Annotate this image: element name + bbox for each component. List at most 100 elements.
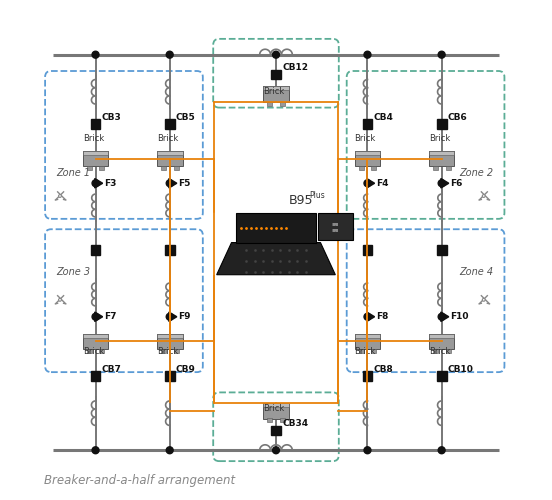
Bar [354, 334, 380, 338]
Text: Brick: Brick [354, 134, 376, 142]
Bar [263, 86, 289, 102]
Circle shape [438, 447, 445, 454]
Text: Brick: Brick [429, 134, 450, 142]
Text: F9: F9 [179, 312, 191, 322]
Bar [363, 119, 373, 129]
Circle shape [59, 194, 61, 198]
Bar [371, 349, 376, 353]
Bar [263, 403, 289, 418]
Bar [445, 166, 450, 170]
Bar [271, 426, 281, 436]
Bar [354, 334, 380, 349]
Bar [359, 349, 364, 353]
Bar [157, 334, 183, 338]
Bar [83, 334, 108, 349]
Bar [429, 150, 454, 154]
Text: Breaker-and-a-half arrangement: Breaker-and-a-half arrangement [44, 474, 235, 488]
Bar [83, 150, 108, 154]
Text: B95: B95 [289, 194, 313, 207]
Bar [164, 245, 174, 255]
Bar [83, 150, 108, 166]
Circle shape [166, 447, 173, 454]
Bar [174, 349, 179, 353]
Circle shape [166, 120, 173, 128]
Bar [429, 334, 454, 349]
Text: F3: F3 [104, 179, 117, 188]
Text: F5: F5 [179, 179, 191, 188]
Bar [433, 166, 438, 170]
Circle shape [364, 51, 371, 58]
Bar [91, 371, 100, 381]
Circle shape [364, 447, 371, 454]
Circle shape [166, 246, 173, 254]
Bar [161, 166, 166, 170]
Circle shape [92, 447, 99, 454]
Text: Brick: Brick [263, 404, 284, 412]
Circle shape [438, 246, 445, 254]
Circle shape [438, 51, 445, 58]
Bar [445, 349, 450, 353]
Polygon shape [217, 242, 335, 274]
Bar [437, 245, 447, 255]
Circle shape [166, 372, 173, 380]
Text: Brick: Brick [263, 88, 284, 96]
Text: Brick: Brick [157, 348, 178, 356]
Circle shape [166, 180, 173, 186]
Bar [280, 102, 285, 105]
Bar [161, 349, 166, 353]
Bar [87, 349, 92, 353]
Text: CB8: CB8 [373, 365, 393, 374]
Text: CB9: CB9 [176, 365, 195, 374]
Text: F8: F8 [376, 312, 389, 322]
Bar [267, 102, 272, 105]
Bar [433, 349, 438, 353]
Bar [91, 245, 100, 255]
Circle shape [364, 246, 371, 254]
Circle shape [364, 120, 371, 128]
Bar [164, 371, 174, 381]
Circle shape [273, 447, 279, 454]
Circle shape [364, 314, 371, 320]
Bar [271, 70, 281, 80]
Polygon shape [169, 178, 177, 188]
Bar [99, 349, 104, 353]
Circle shape [59, 298, 61, 301]
Text: ▪▪
▪▪: ▪▪ ▪▪ [332, 221, 339, 232]
Circle shape [438, 120, 445, 128]
Polygon shape [169, 312, 177, 322]
Text: Zone 1: Zone 1 [56, 168, 90, 178]
Bar [280, 418, 285, 422]
Text: F4: F4 [376, 179, 389, 188]
Circle shape [92, 120, 99, 128]
Polygon shape [95, 178, 103, 188]
Bar [174, 166, 179, 170]
Bar [87, 166, 92, 170]
Bar [318, 213, 353, 240]
Polygon shape [95, 312, 103, 322]
Bar [363, 245, 373, 255]
Text: Brick: Brick [157, 134, 178, 142]
Circle shape [438, 180, 445, 186]
Text: CB34: CB34 [283, 418, 309, 428]
Bar [83, 334, 108, 338]
Polygon shape [441, 178, 449, 188]
Bar [267, 418, 272, 422]
Circle shape [166, 51, 173, 58]
Circle shape [92, 246, 99, 254]
Circle shape [482, 298, 485, 301]
Bar [157, 150, 183, 154]
Text: CB5: CB5 [176, 113, 195, 122]
Text: CB6: CB6 [448, 113, 468, 122]
Text: Zone 3: Zone 3 [56, 267, 90, 277]
Bar [99, 166, 104, 170]
Text: F6: F6 [450, 179, 463, 188]
Text: Brick: Brick [83, 134, 104, 142]
Bar [157, 150, 183, 166]
Circle shape [438, 314, 445, 320]
Polygon shape [367, 178, 375, 188]
Bar [157, 334, 183, 349]
Circle shape [364, 180, 371, 186]
Text: CB3: CB3 [102, 113, 121, 122]
Text: F7: F7 [104, 312, 117, 322]
Bar [354, 150, 380, 154]
